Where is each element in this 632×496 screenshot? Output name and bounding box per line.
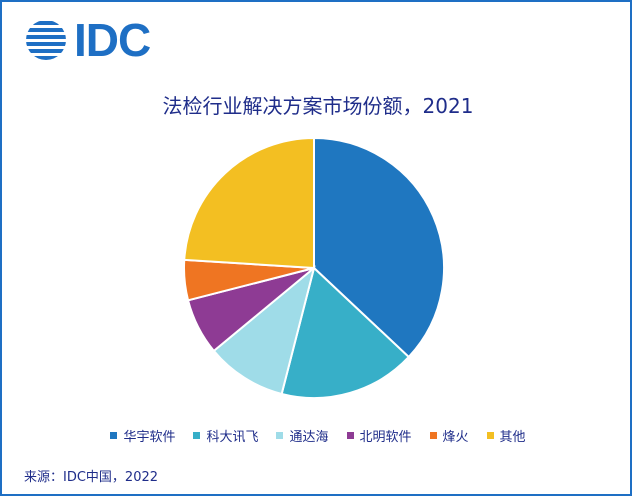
legend-label: 华宇软件 (123, 430, 176, 445)
legend-label: 其他 (499, 430, 526, 445)
pie-slice-6 (183, 136, 315, 270)
legend-item: 烽火 (429, 426, 469, 445)
legend-item: 通达海 (276, 426, 329, 445)
legend-swatch (110, 432, 118, 439)
legend-item: 北明软件 (346, 426, 412, 445)
logo-text: IDC (74, 14, 151, 66)
pie-slice-1 (313, 136, 445, 359)
globe-stripes-icon (26, 21, 66, 60)
pie-chart (183, 136, 445, 399)
legend-label: 通达海 (289, 430, 329, 445)
legend-label: 北明软件 (359, 430, 412, 445)
legend-item: 华宇软件 (110, 426, 175, 445)
legend-swatch (276, 432, 284, 439)
legend-label: 烽火 (442, 430, 469, 445)
pie-slice-3 (212, 265, 316, 396)
legend-label: 科大讯飞 (206, 430, 259, 445)
legend-swatch (486, 432, 494, 439)
legend-swatch (346, 432, 354, 439)
chart-title: 法检行业解决方案市场份额，2021 (162, 94, 474, 118)
pie-slice-2 (280, 266, 411, 399)
idc-logo: IDC (24, 15, 151, 65)
legend: 华宇软件 科大讯飞 通达海 北明软件 烽火 其他 (2, 426, 632, 445)
legend-swatch (429, 432, 437, 439)
legend-item: 科大讯飞 (193, 426, 258, 445)
legend-swatch (193, 432, 201, 439)
source-note: 来源：IDC中国，2022 (24, 470, 159, 485)
legend-item: 其他 (486, 426, 526, 445)
